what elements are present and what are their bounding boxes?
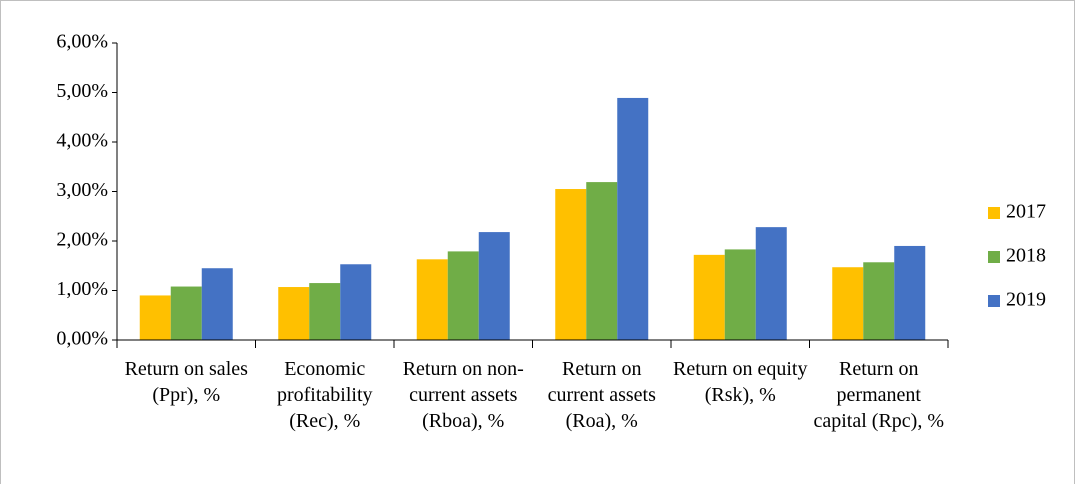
x-tick-label: Return on equity (Rsk), % [673, 358, 808, 406]
x-tick-label: Return on current assets (Roa), % [547, 358, 656, 432]
x-tick-label: Return on permanent capital (Rpc), % [813, 358, 945, 432]
x-tick-label: Economic profitability (Rec), % [276, 358, 373, 432]
legend-swatch [988, 207, 1000, 219]
bar [617, 97, 649, 340]
y-tick-label: 1,00% [56, 278, 108, 300]
bar [278, 287, 310, 340]
bar [447, 251, 479, 340]
bar [201, 268, 233, 340]
bar [894, 245, 926, 340]
y-tick-label: 4,00% [56, 130, 108, 152]
bar [555, 189, 587, 340]
bar [309, 283, 341, 340]
bar [832, 267, 864, 340]
bar [170, 286, 202, 340]
bar [863, 262, 895, 340]
bar [416, 259, 448, 340]
x-tick-label: Return on non-current assets (Rboa), % [402, 358, 524, 432]
legend-label: 2017 [1006, 201, 1046, 223]
legend-label: 2018 [1006, 245, 1046, 267]
bar [724, 249, 756, 340]
bar [478, 232, 510, 340]
y-tick-label: 5,00% [56, 80, 108, 102]
bar [340, 264, 372, 340]
y-tick-label: 6,00% [56, 31, 108, 53]
x-tick-label: Return on sales (Ppr), % [124, 358, 248, 406]
y-tick-label: 3,00% [56, 179, 108, 201]
bar [139, 295, 171, 340]
y-tick-label: 0,00% [56, 328, 108, 350]
legend-swatch [988, 251, 1000, 263]
y-tick-label: 2,00% [56, 229, 108, 251]
bar [586, 182, 618, 340]
bar [693, 254, 725, 340]
bar [755, 227, 787, 340]
legend-label: 2019 [1006, 289, 1046, 311]
legend-swatch [988, 295, 1000, 307]
